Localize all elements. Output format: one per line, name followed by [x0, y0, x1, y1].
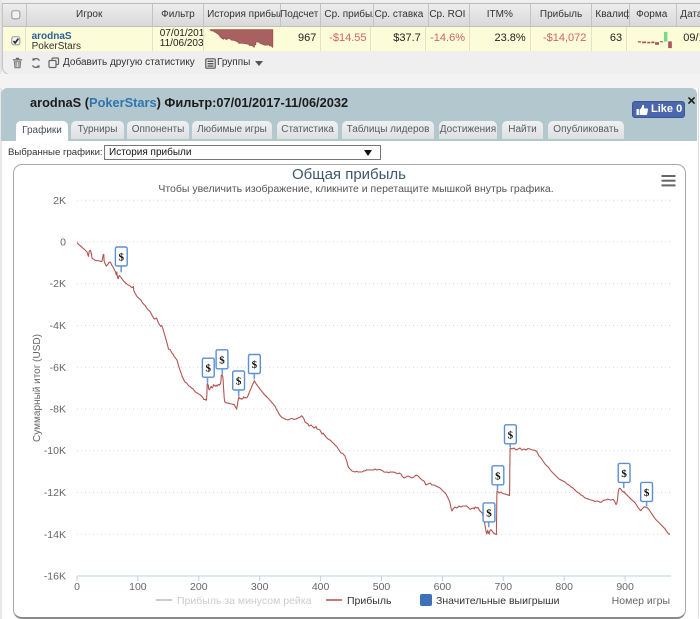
svg-text:$: $: [644, 487, 650, 499]
svg-text:$: $: [495, 470, 501, 482]
svg-text:Номер игры: Номер игры: [612, 595, 670, 607]
svg-text:-6K: -6K: [50, 362, 66, 374]
svg-text:-4K: -4K: [50, 320, 66, 332]
svg-text:-12K: -12K: [44, 487, 66, 499]
svg-text:$: $: [252, 359, 258, 371]
svg-text:$: $: [486, 507, 492, 519]
svg-text:900: 900: [616, 581, 634, 593]
svg-text:500: 500: [373, 581, 391, 593]
svg-text:$: $: [206, 363, 212, 375]
svg-text:Чтобы увеличить изображение, к: Чтобы увеличить изображение, кликните и …: [158, 183, 553, 195]
svg-text:Прибыль: Прибыль: [347, 595, 392, 607]
svg-text:$: $: [508, 429, 514, 441]
svg-text:100: 100: [129, 581, 147, 593]
svg-text:-14K: -14K: [44, 529, 66, 541]
svg-text:0: 0: [60, 237, 66, 249]
svg-text:Значительные выигрыши: Значительные выигрыши: [436, 595, 560, 607]
svg-text:$: $: [621, 468, 627, 480]
svg-text:$: $: [219, 354, 225, 366]
svg-text:0: 0: [74, 581, 80, 593]
svg-text:Общая прибыль: Общая прибыль: [292, 166, 406, 183]
svg-text:400: 400: [312, 581, 330, 593]
svg-text:$: $: [119, 252, 125, 264]
svg-text:-16K: -16K: [44, 571, 66, 583]
svg-text:Суммарный итог (USD): Суммарный итог (USD): [32, 334, 43, 442]
svg-text:600: 600: [434, 581, 452, 593]
svg-text:$: $: [236, 376, 242, 388]
svg-text:300: 300: [251, 581, 269, 593]
svg-text:-10K: -10K: [44, 445, 66, 457]
svg-text:800: 800: [555, 581, 573, 593]
svg-text:Прибыль за минусом рейка: Прибыль за минусом рейка: [177, 595, 312, 607]
svg-text:-2K: -2K: [50, 278, 66, 290]
svg-text:700: 700: [495, 581, 513, 593]
svg-text:-8K: -8K: [50, 404, 66, 416]
svg-text:200: 200: [190, 581, 208, 593]
svg-text:2K: 2K: [53, 195, 66, 207]
